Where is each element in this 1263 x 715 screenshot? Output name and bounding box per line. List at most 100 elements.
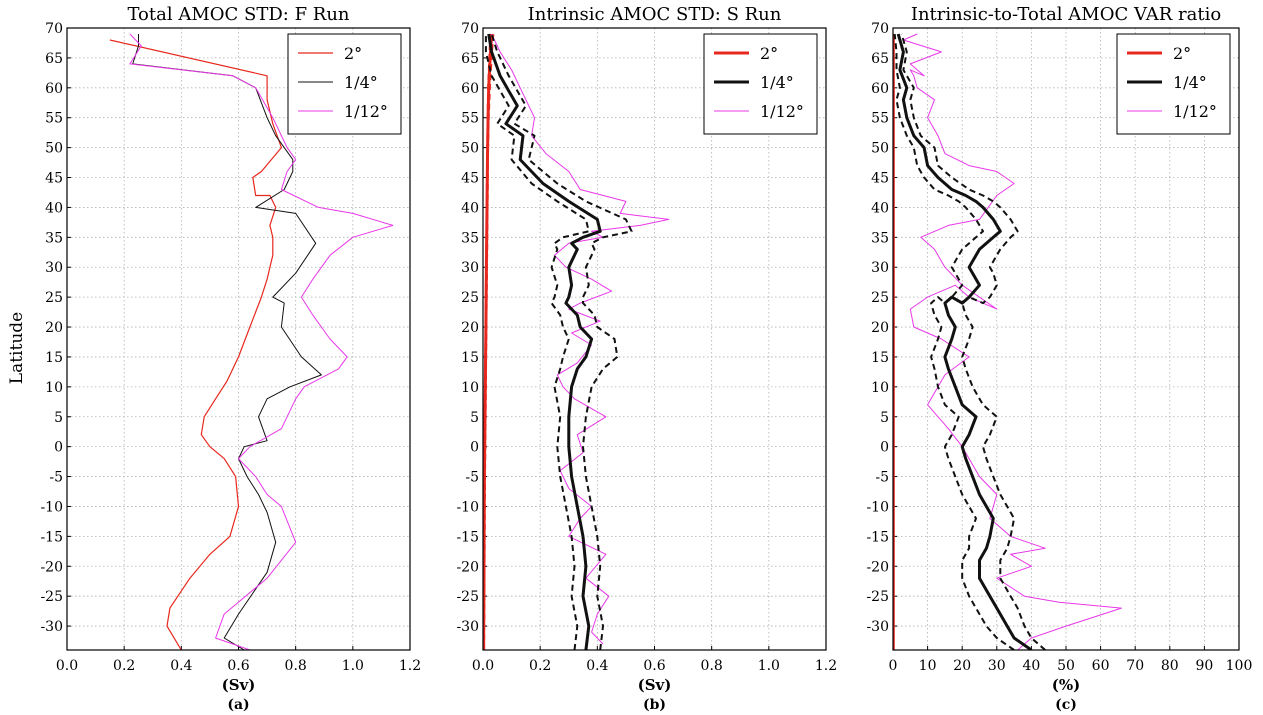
y-tick-label: 10 bbox=[461, 380, 479, 396]
y-tick-label: -20 bbox=[456, 559, 479, 575]
y-tick-label: -5 bbox=[49, 470, 63, 486]
y-tick-label: -30 bbox=[40, 619, 63, 635]
y-tick-label: 65 bbox=[45, 51, 63, 67]
legend-box bbox=[703, 33, 818, 135]
y-tick-label: 35 bbox=[45, 230, 63, 246]
legend-label: 1/12° bbox=[1173, 102, 1217, 121]
y-tick-label: 50 bbox=[871, 141, 889, 157]
legend-label: 1/12° bbox=[760, 102, 804, 121]
y-tick-label: 0 bbox=[880, 440, 889, 456]
x-tick-label: 0.4 bbox=[586, 658, 608, 674]
x-tick-label: 0.0 bbox=[56, 658, 78, 674]
x-tick-label: 70 bbox=[1126, 658, 1144, 674]
panel-label: (c) bbox=[1055, 697, 1077, 713]
legend-label: 2° bbox=[344, 44, 362, 63]
x-tick-label: 90 bbox=[1195, 658, 1213, 674]
y-tick-label: 15 bbox=[871, 350, 889, 366]
series-black-dashed-line bbox=[893, 33, 1015, 650]
x-tick-label: 0 bbox=[889, 658, 898, 674]
series-1-12--line bbox=[129, 33, 394, 650]
y-tick-label: 10 bbox=[871, 380, 889, 396]
y-tick-label: 70 bbox=[461, 21, 479, 37]
y-tick-label: 5 bbox=[880, 410, 889, 426]
x-tick-label: 10 bbox=[919, 658, 937, 674]
y-tick-label: 70 bbox=[45, 21, 63, 37]
y-tick-label: -25 bbox=[456, 589, 479, 605]
figure-y-axis-label: Latitude bbox=[7, 312, 27, 384]
x-tick-label: 50 bbox=[1057, 658, 1075, 674]
x-tick-label: 0.4 bbox=[170, 658, 192, 674]
y-tick-label: -15 bbox=[456, 529, 479, 545]
y-tick-label: -20 bbox=[866, 559, 889, 575]
y-tick-label: 50 bbox=[45, 141, 63, 157]
y-tick-label: -10 bbox=[866, 499, 889, 515]
y-tick-label: -25 bbox=[866, 589, 889, 605]
series-1-4--line bbox=[132, 34, 322, 650]
series-red-dashed-line bbox=[483, 33, 495, 650]
y-tick-label: 45 bbox=[871, 171, 889, 187]
x-tick-label: 100 bbox=[1226, 658, 1253, 674]
x-tick-label: 80 bbox=[1161, 658, 1179, 674]
series-black-dashed-line bbox=[900, 33, 1046, 650]
panel-title: Intrinsic-to-Total AMOC VAR ratio bbox=[911, 4, 1221, 25]
y-tick-label: 55 bbox=[45, 111, 63, 127]
y-tick-label: -15 bbox=[866, 529, 889, 545]
y-tick-label: -15 bbox=[40, 529, 63, 545]
x-tick-label: 0.6 bbox=[643, 658, 665, 674]
panel-a: 0.0 0.2 0.4 0.6 0.8 1.0 1.2 -30 -25 -20 -15 -10 -5 0 5… bbox=[40, 4, 421, 713]
legend-label: 2° bbox=[1173, 44, 1191, 63]
x-tick-label: 30 bbox=[988, 658, 1006, 674]
x-tick-label: 60 bbox=[1092, 658, 1110, 674]
y-tick-label: -5 bbox=[465, 470, 479, 486]
legend-label: 2° bbox=[760, 44, 778, 63]
x-tick-label: 1.2 bbox=[815, 658, 837, 674]
y-tick-label: 70 bbox=[871, 21, 889, 37]
legend-box bbox=[287, 33, 402, 135]
plot-frame bbox=[482, 27, 827, 651]
y-tick-label: 25 bbox=[871, 290, 889, 306]
x-axis-label: (Sv) bbox=[638, 676, 672, 694]
legend-label: 1/12° bbox=[344, 102, 388, 121]
y-tick-label: 15 bbox=[461, 350, 479, 366]
legend-box bbox=[1116, 33, 1231, 135]
x-axis-label: (%) bbox=[1052, 676, 1080, 694]
y-tick-label: 45 bbox=[461, 171, 479, 187]
y-tick-label: 60 bbox=[461, 81, 479, 97]
y-tick-label: 55 bbox=[871, 111, 889, 127]
panel-b: 0.0 0.2 0.4 0.6 0.8 1.0 1.2 -30 -25 -20 -15 -10 -5 0 5… bbox=[456, 4, 837, 713]
y-tick-label: 65 bbox=[461, 51, 479, 67]
y-tick-label: -10 bbox=[456, 499, 479, 515]
y-tick-label: 20 bbox=[45, 320, 63, 336]
legend-label: 1/4° bbox=[344, 73, 378, 92]
y-tick-label: 20 bbox=[461, 320, 479, 336]
y-tick-label: 45 bbox=[45, 171, 63, 187]
y-tick-label: 15 bbox=[45, 350, 63, 366]
x-tick-label: 0.6 bbox=[227, 658, 249, 674]
series-black-dashed-line bbox=[490, 33, 633, 650]
panel-label: (b) bbox=[643, 697, 666, 713]
y-tick-label: 40 bbox=[871, 200, 889, 216]
legend-label: 1/4° bbox=[760, 73, 794, 92]
y-tick-label: 50 bbox=[461, 141, 479, 157]
x-axis-label: (Sv) bbox=[222, 676, 256, 694]
y-tick-label: 10 bbox=[45, 380, 63, 396]
y-tick-label: 0 bbox=[54, 440, 63, 456]
x-tick-label: 1.0 bbox=[758, 658, 780, 674]
y-tick-label: 40 bbox=[45, 200, 63, 216]
y-tick-label: 30 bbox=[871, 260, 889, 276]
panel-title: Total AMOC STD: F Run bbox=[127, 4, 349, 25]
y-tick-label: -5 bbox=[875, 470, 889, 486]
x-tick-label: 0.2 bbox=[529, 658, 551, 674]
y-tick-label: 25 bbox=[461, 290, 479, 306]
x-tick-label: 0.8 bbox=[285, 658, 307, 674]
y-tick-label: 30 bbox=[45, 260, 63, 276]
y-tick-label: 20 bbox=[871, 320, 889, 336]
series-2--line bbox=[109, 39, 282, 650]
plot-frame bbox=[66, 27, 411, 651]
y-tick-label: -30 bbox=[866, 619, 889, 635]
plot-frame bbox=[892, 27, 1240, 651]
y-tick-label: -25 bbox=[40, 589, 63, 605]
y-tick-label: 25 bbox=[45, 290, 63, 306]
panel-title: Intrinsic AMOC STD: S Run bbox=[528, 4, 782, 25]
